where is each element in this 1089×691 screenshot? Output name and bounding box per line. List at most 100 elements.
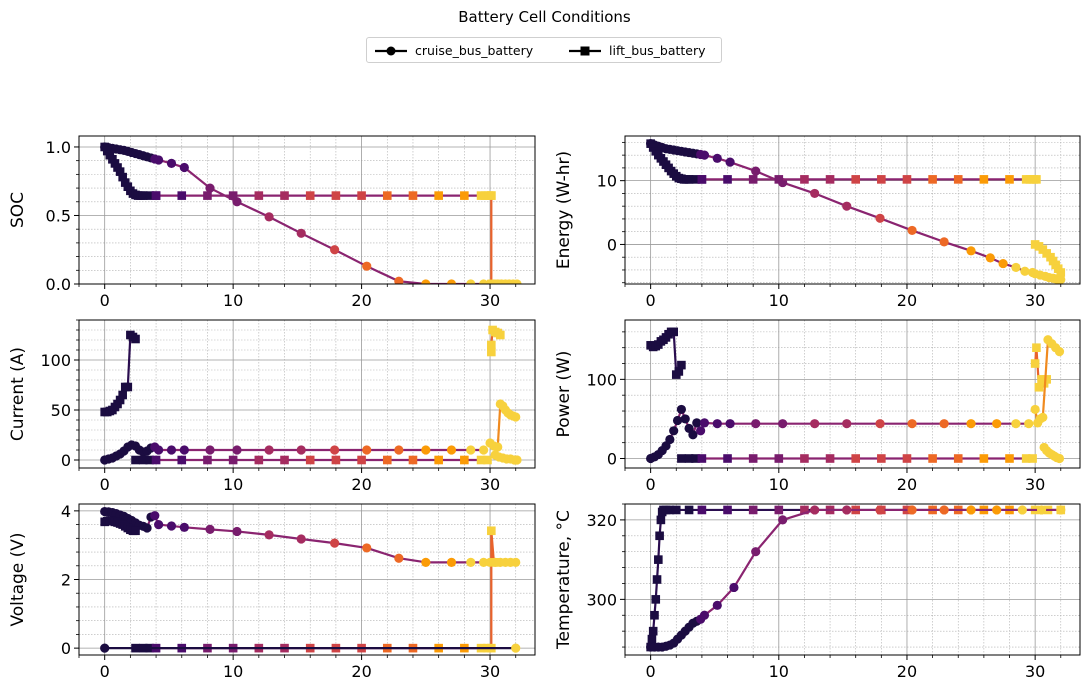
- marker-square-lift_flight: [665, 505, 675, 515]
- marker-square-lift_flight: [648, 626, 658, 636]
- marker-square-lift_hold: [254, 455, 264, 465]
- marker-square-lift_flight: [723, 505, 732, 515]
- legend: cruise_bus_battery lift_bus_battery: [366, 37, 722, 63]
- marker-square-lift_hold: [382, 191, 392, 200]
- marker-circle-cruise_flight: [179, 162, 189, 173]
- marker-square-lift_flight: [774, 505, 784, 515]
- marker-circle-cruise_flight: [725, 419, 735, 429]
- marker-circle-cruise_flight: [446, 557, 457, 567]
- marker-circle-cruise_flight: [875, 419, 885, 429]
- marker-circle-cruise_flight: [939, 419, 949, 429]
- marker-circle-cruise_flight: [688, 430, 698, 440]
- marker-square-lift_descent: [1032, 343, 1041, 353]
- marker-circle-cruise_flight: [362, 543, 372, 553]
- marker-square-lift_flight: [651, 595, 661, 604]
- marker-square-lift_descent: [487, 191, 496, 200]
- marker-circle-cruise_flight: [1056, 505, 1066, 515]
- marker-square-lift_hold: [331, 191, 341, 200]
- marker-circle-cruise_flight: [154, 445, 164, 455]
- marker-square-lift_hold: [434, 191, 443, 200]
- y-tick-label: 1.0: [46, 138, 71, 157]
- marker-circle-cruise_flight: [1017, 505, 1027, 515]
- y-tick-label: 2: [61, 571, 71, 590]
- marker-circle-cruise_flight: [421, 557, 431, 567]
- marker-circle-cruise_flight: [998, 258, 1008, 269]
- marker-square-lift_hold: [228, 455, 238, 465]
- marker-circle-cruise_flight: [466, 279, 476, 284]
- marker-circle-cruise_flight: [1036, 505, 1047, 515]
- axes-frame: [624, 135, 1081, 285]
- series-line-cruise_flight: [650, 508, 1061, 649]
- marker-square-lift_hold: [979, 454, 989, 463]
- y-axis-label: Current (A): [8, 347, 28, 441]
- marker-circle-cruise_flight: [810, 505, 820, 515]
- marker-square-lift_descent: [1034, 382, 1044, 392]
- marker-circle-cruise_flight: [1011, 262, 1021, 273]
- marker-square-lift_flight: [131, 334, 140, 344]
- y-axis-label: Voltage (V): [8, 532, 28, 626]
- marker-circle-cruise_flight: [725, 157, 735, 167]
- marker-circle-cruise_flight: [992, 419, 1002, 429]
- marker-square-lift_hold: [408, 455, 418, 465]
- marker-circle-cruise_flight: [712, 153, 722, 163]
- y-tick-label: 0: [61, 451, 71, 470]
- marker-square-lift_hold: [800, 454, 809, 463]
- series-layer: [646, 505, 1066, 652]
- marker-circle-cruise_flight: [264, 445, 274, 455]
- marker-circle-cruise_flight: [166, 158, 177, 169]
- marker-square-lift_hold: [723, 175, 732, 184]
- marker-circle-cruise_flight: [232, 526, 242, 537]
- marker-circle-cruise_flight: [939, 237, 949, 247]
- marker-square-lift_hold: [877, 454, 886, 463]
- marker-circle-cruise_descent: [1054, 347, 1065, 357]
- marker-square-lift_flight: [674, 367, 684, 376]
- marker-circle-cruise_flight: [296, 445, 306, 455]
- marker-circle-start_points: [511, 643, 521, 653]
- marker-square-lift_flight: [677, 360, 686, 370]
- subplot-current: 0 10 20 30 0 50 100 Current (A): [8, 319, 536, 494]
- marker-square-lift_hold: [677, 454, 686, 463]
- x-tick-label: 30: [1025, 662, 1045, 681]
- marker-square-lift_hold: [460, 191, 469, 200]
- y-tick-label: 0: [61, 639, 71, 658]
- marker-square-lift_hold: [177, 455, 187, 465]
- marker-circle-cruise_flight: [992, 505, 1002, 515]
- legend-label-lift: lift_bus_battery: [609, 43, 706, 58]
- marker-circle-cruise_flight: [330, 538, 340, 548]
- marker-circle-cruise_flight: [842, 201, 852, 211]
- marker-square-lift_hold: [979, 175, 989, 184]
- x-tick-label: 30: [480, 662, 500, 681]
- marker-square-lift_hold: [138, 455, 148, 465]
- y-tick-label: 0.5: [46, 206, 71, 225]
- y-axis-label: Energy (W-hr): [554, 151, 574, 269]
- marker-circle-cruise_flight: [264, 212, 274, 222]
- marker-circle-cruise_flight: [1020, 266, 1030, 276]
- y-axis-label: SOC: [8, 192, 28, 228]
- marker-square-lift_descent: [487, 526, 496, 536]
- axes-frame: [78, 319, 536, 469]
- marker-circle-cruise_flight: [712, 419, 722, 429]
- marker-square-lift_flight: [115, 167, 125, 176]
- marker-square-lift_tail: [1056, 268, 1066, 277]
- marker-square-lift_flight: [800, 505, 809, 515]
- x-tick-label: 10: [769, 662, 789, 681]
- marker-square-lift_hold: [382, 455, 392, 465]
- marker-circle-cruise_flight: [362, 445, 372, 455]
- marker-circle-cruise_flight: [907, 225, 917, 236]
- x-tick-label: 0: [100, 662, 110, 681]
- marker-square-lift_hold: [902, 175, 912, 184]
- marker-circle-cruise_flight: [511, 557, 521, 567]
- legend-label-cruise: cruise_bus_battery: [415, 43, 534, 58]
- marker-square-lift_hold: [357, 191, 366, 200]
- marker-circle-cruise_flight: [692, 418, 702, 428]
- x-tick-label: 20: [351, 291, 371, 310]
- legend-item-lift: lift_bus_battery: [567, 42, 717, 60]
- marker-circle-cruise_flight: [296, 534, 306, 544]
- x-tick-label: 30: [480, 291, 500, 310]
- marker-circle-cruise_tail: [1056, 274, 1066, 284]
- marker-circle-cruise_descent: [1030, 404, 1040, 415]
- legend-marker-circle: [375, 46, 407, 56]
- y-tick-label: 300: [586, 590, 617, 609]
- x-tick-label: 20: [351, 662, 371, 681]
- marker-circle-cruise_descent: [1038, 412, 1048, 422]
